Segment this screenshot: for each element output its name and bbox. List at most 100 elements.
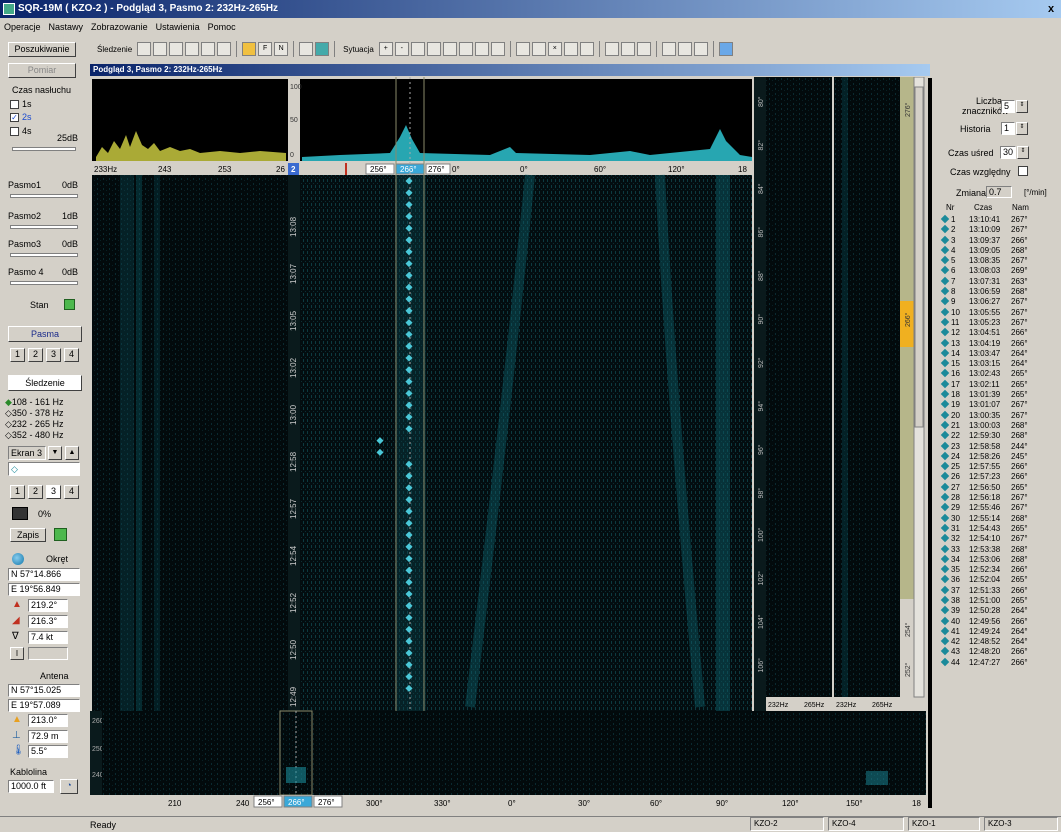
list-item[interactable]: 4 13:09:05 268° xyxy=(940,245,1054,256)
view-icon[interactable] xyxy=(153,42,168,56)
list-item[interactable]: 44 12:47:27 266° xyxy=(940,657,1054,668)
list-item[interactable]: 15 13:03:15 264° xyxy=(940,358,1054,369)
list-item[interactable]: 37 12:51:33 266° xyxy=(940,585,1054,596)
zoom-icon[interactable] xyxy=(299,42,314,56)
zapis-button[interactable]: Zapis xyxy=(10,528,46,542)
list-item[interactable]: 36 12:52:04 265° xyxy=(940,575,1054,585)
scrollbar-thumb[interactable] xyxy=(914,86,924,428)
list-item[interactable]: 26 12:57:23 266° xyxy=(940,472,1054,482)
menu-pomoc[interactable]: Pomoc xyxy=(207,22,236,32)
list-item[interactable]: 8 13:06:59 268° xyxy=(940,286,1054,297)
pasmo-num-button[interactable]: 4 xyxy=(64,348,79,362)
zoom-icon[interactable] xyxy=(442,42,457,56)
list-item[interactable]: 21 13:00:03 268° xyxy=(940,420,1054,431)
tool-icon[interactable] xyxy=(563,42,578,56)
ship-icon[interactable] xyxy=(718,42,733,56)
checkbox[interactable] xyxy=(10,100,19,110)
list-item[interactable]: 18 13:01:39 265° xyxy=(940,389,1054,400)
sledzenie-button[interactable]: Śledzenie xyxy=(8,375,82,391)
list-item[interactable]: 43 12:48:20 266° xyxy=(940,647,1054,657)
liczba-input[interactable]: 5 xyxy=(1001,100,1015,113)
menu-operacje[interactable]: Operacje xyxy=(4,22,41,32)
list-item[interactable]: 14 13:03:47 264° xyxy=(940,348,1054,359)
menu-ustawienia[interactable]: Ustawienia xyxy=(155,22,200,32)
historia-input[interactable]: 1 xyxy=(1001,122,1015,135)
list-item[interactable]: 19 13:01:07 267° xyxy=(940,400,1054,410)
list-item[interactable]: 25 12:57:55 266° xyxy=(940,461,1054,472)
list-item[interactable]: 31 12:54:43 265° xyxy=(940,523,1054,534)
list-item[interactable]: 13 13:04:19 266° xyxy=(940,338,1054,349)
pasmo-num-button[interactable]: 3 xyxy=(46,348,61,362)
window-icon[interactable] xyxy=(677,42,692,56)
czas-wzgledny-checkbox[interactable] xyxy=(1018,166,1028,176)
list-item[interactable]: 22 12:59:30 268° xyxy=(940,430,1054,441)
poszukiwanie-button[interactable]: Poszukiwanie xyxy=(8,42,76,57)
list-item[interactable]: 28 12:56:18 267° xyxy=(940,492,1054,503)
list-item[interactable]: 29 12:55:46 267° xyxy=(940,503,1054,513)
list-item[interactable]: 5 13:08:35 267° xyxy=(940,255,1054,266)
time-1s[interactable]: 1s xyxy=(10,99,32,110)
list-item[interactable]: 32 12:54:10 267° xyxy=(940,533,1054,544)
list-item[interactable]: 6 13:08:03 269° xyxy=(940,266,1054,276)
pasmo2-slider[interactable] xyxy=(10,225,78,229)
spin-icon[interactable]: ⇕ xyxy=(1016,100,1028,113)
list-item[interactable]: 30 12:55:14 268° xyxy=(940,513,1054,524)
ekran-num-button[interactable]: 3 xyxy=(46,485,61,499)
list-item[interactable]: 41 12:49:24 264° xyxy=(940,626,1054,637)
list-item[interactable]: 10 13:05:55 267° xyxy=(940,307,1054,318)
view-icon[interactable] xyxy=(137,42,152,56)
checkbox-checked[interactable]: ✓ xyxy=(10,113,19,123)
cross-icon[interactable]: × xyxy=(547,42,562,56)
zoom-in-icon[interactable]: + xyxy=(378,42,393,56)
list-item[interactable]: 3 13:09:37 266° xyxy=(940,235,1054,246)
grid-icon[interactable] xyxy=(579,42,594,56)
n-icon[interactable]: N xyxy=(274,42,289,56)
ekran-num-button[interactable]: 2 xyxy=(28,485,43,499)
spin-icon[interactable]: ⇕ xyxy=(1016,122,1028,135)
chevron-down-icon[interactable]: ▼ xyxy=(48,446,62,460)
czas-usred-input[interactable]: 30 xyxy=(1000,146,1016,159)
pasmo-num-button[interactable]: 1 xyxy=(10,348,25,362)
tool-icon[interactable] xyxy=(515,42,530,56)
list-item[interactable]: 27 12:56:50 265° xyxy=(940,482,1054,493)
list-item[interactable]: 11 13:05:23 267° xyxy=(940,317,1054,328)
checkbox[interactable] xyxy=(10,127,19,137)
list-item[interactable]: 24 12:58:26 245° xyxy=(940,451,1054,462)
display-area[interactable]: 100 50 0 233Hz 243 253 26 2 256° 266° 27… xyxy=(90,77,930,812)
track-item[interactable]: ◇352 - 480 Hz xyxy=(5,430,63,441)
menu-zobrazowanie[interactable]: Zobrazowanie xyxy=(91,22,148,32)
list-item[interactable]: 33 12:53:38 268° xyxy=(940,544,1054,555)
list-item[interactable]: 20 13:00:35 267° xyxy=(940,410,1054,421)
list-item[interactable]: 12 13:04:51 266° xyxy=(940,328,1054,338)
tool-icon[interactable] xyxy=(620,42,635,56)
zoom-icon[interactable] xyxy=(410,42,425,56)
tool-icon[interactable] xyxy=(636,42,651,56)
pasmo3-slider[interactable] xyxy=(10,253,78,257)
pasmo-num-button[interactable]: 2 xyxy=(28,348,43,362)
list-item[interactable]: 17 13:02:11 265° xyxy=(940,379,1054,390)
list-item[interactable]: 34 12:53:06 268° xyxy=(940,554,1054,565)
track-item[interactable]: ◇232 - 265 Hz xyxy=(5,419,63,430)
window-icon[interactable] xyxy=(661,42,676,56)
gain-slider[interactable] xyxy=(12,147,76,151)
list-item[interactable]: 7 13:07:31 263° xyxy=(940,276,1054,287)
cable-icon[interactable]: ◔ xyxy=(60,779,78,794)
tool-icon[interactable] xyxy=(604,42,619,56)
list-item[interactable]: 16 13:02:43 265° xyxy=(940,369,1054,379)
camera-icon[interactable] xyxy=(12,507,28,520)
f-icon[interactable]: F xyxy=(258,42,273,56)
list-item[interactable]: 1 13:10:41 267° xyxy=(940,214,1054,225)
settings-icon[interactable] xyxy=(490,42,505,56)
list-item[interactable]: 42 12:48:52 264° xyxy=(940,636,1054,647)
zoom-icon[interactable] xyxy=(426,42,441,56)
list-item[interactable]: 40 12:49:56 266° xyxy=(940,616,1054,627)
depth-icon[interactable]: I xyxy=(10,647,24,660)
close-icon[interactable]: x xyxy=(1047,3,1055,15)
marker-icon[interactable] xyxy=(242,42,257,56)
pomiar-button[interactable]: Pomiar xyxy=(8,63,76,78)
zoom-out-icon[interactable]: - xyxy=(394,42,409,56)
band-number-badge[interactable] xyxy=(288,163,299,175)
chevron-up-icon[interactable]: ▲ xyxy=(65,446,79,460)
list-item[interactable]: 35 12:52:34 266° xyxy=(940,564,1054,575)
menu-nastawy[interactable]: Nastawy xyxy=(48,22,84,32)
